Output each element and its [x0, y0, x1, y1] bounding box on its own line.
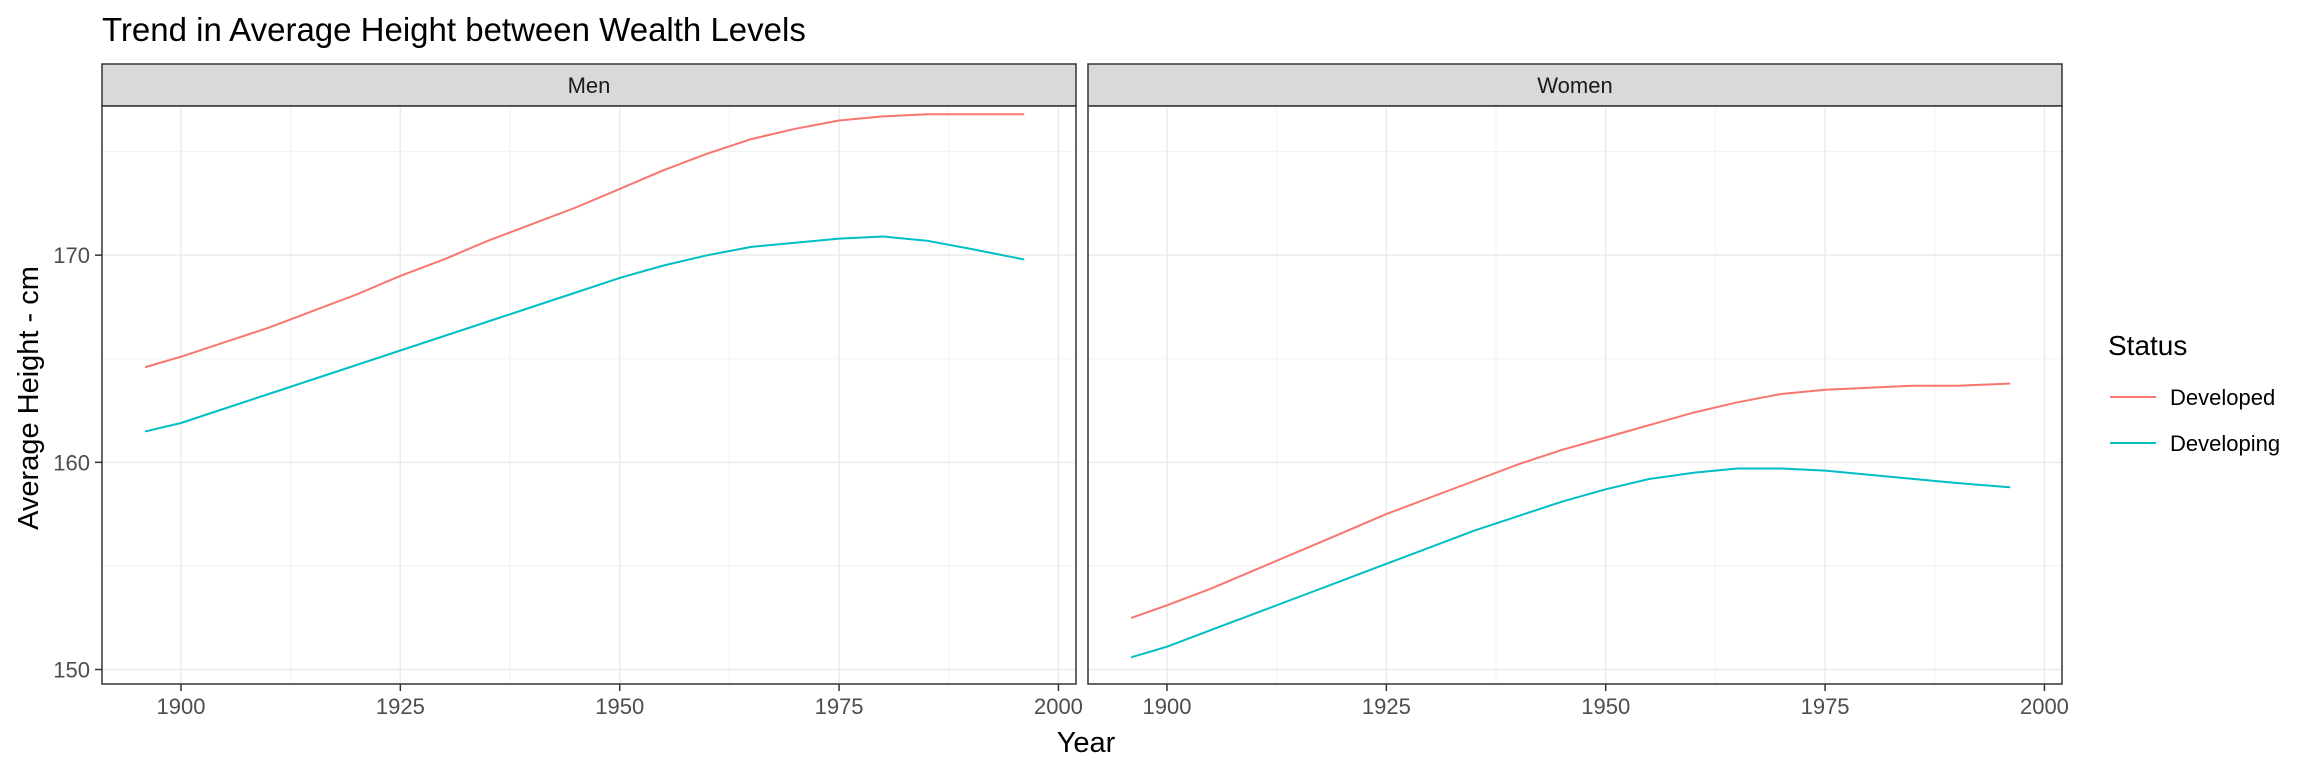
x-tick-label: 1950: [1581, 694, 1630, 719]
x-tick-label: 1900: [1142, 694, 1191, 719]
y-tick-label: 150: [53, 657, 90, 682]
facet-strip-men: [101, 63, 1077, 107]
x-tick-label: 1975: [815, 694, 864, 719]
y-tick-label: 170: [53, 243, 90, 268]
x-tick-label: 1925: [1362, 694, 1411, 719]
x-tick-label: 1900: [156, 694, 205, 719]
panel-border-men: [101, 105, 1077, 685]
chart-title: Trend in Average Height between Wealth L…: [102, 11, 806, 48]
x-tick-label: 1975: [1801, 694, 1850, 719]
y-tick-label: 160: [53, 450, 90, 475]
x-axis-title: Year: [1057, 727, 1116, 759]
panel-men: Men 1900 1925 1950 1975 2000 150 160 170: [53, 63, 1083, 719]
x-tick-label: 2000: [2020, 694, 2069, 719]
y-axis-title: Average Height - cm: [13, 266, 45, 530]
facet-panels: Men 1900 1925 1950 1975 2000 150 160 170 Women 190…: [53, 63, 2069, 719]
legend-label-developed: Developed: [2170, 385, 2275, 410]
x-tick-label: 1950: [595, 694, 644, 719]
legend-title: Status: [2108, 330, 2187, 361]
facet-label-men: Men: [568, 73, 611, 98]
series-line-developed-women: [1130, 382, 2011, 619]
series-line-developing-men: [144, 235, 1025, 433]
x-tick-label: 1925: [376, 694, 425, 719]
legend-label-developing: Developing: [2170, 431, 2280, 456]
panel-women: Women 1900 1925 1950 1975 2000: [1087, 63, 2069, 719]
series-line-developing-women: [1130, 467, 2011, 659]
facet-label-women: Women: [1537, 73, 1612, 98]
series-line-developed-men: [144, 113, 1025, 368]
x-tick-label: 2000: [1034, 694, 1083, 719]
plot-area-women: [1088, 106, 2062, 684]
legend: Status Developed Developing: [2108, 330, 2280, 456]
panel-border-women: [1087, 105, 2063, 685]
plot-area-men: [102, 106, 1076, 684]
